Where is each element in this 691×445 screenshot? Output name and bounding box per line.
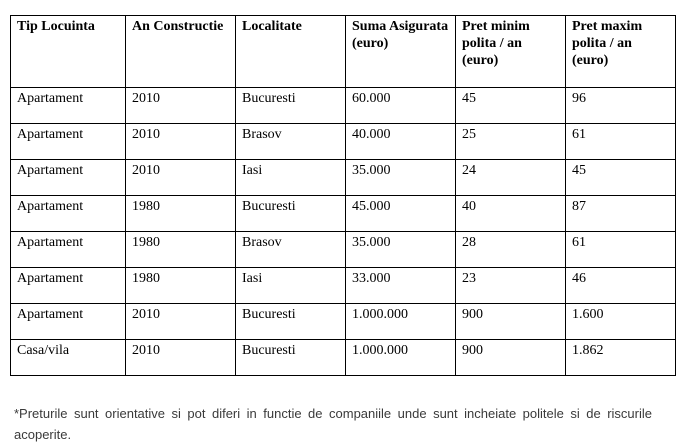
- table-cell: 45: [455, 87, 566, 124]
- header-cell-localitate: Localitate: [235, 15, 346, 88]
- table-cell: 2010: [125, 303, 236, 340]
- table-cell: 900: [455, 303, 566, 340]
- table-cell: Iasi: [235, 267, 346, 304]
- table-cell: 2010: [125, 339, 236, 376]
- table-header-row: Tip Locuinta An Constructie Localitate S…: [10, 15, 676, 88]
- table-cell: 23: [455, 267, 566, 304]
- table-cell: 1.000.000: [345, 303, 456, 340]
- table-cell: 2010: [125, 123, 236, 160]
- insurance-price-table: Tip Locuinta An Constructie Localitate S…: [10, 15, 676, 376]
- table-cell: Brasov: [235, 123, 346, 160]
- table-cell: 87: [565, 195, 676, 232]
- table-cell: 1.600: [565, 303, 676, 340]
- table-cell: 2010: [125, 87, 236, 124]
- table-cell: 96: [565, 87, 676, 124]
- table-cell: 40.000: [345, 123, 456, 160]
- table-cell: 28: [455, 231, 566, 268]
- table-cell: Apartament: [10, 267, 126, 304]
- table-cell: 25: [455, 123, 566, 160]
- table-row: Apartament 1980 Bucuresti 45.000 40 87: [10, 195, 676, 232]
- table-cell: 2010: [125, 159, 236, 196]
- table-row: Apartament 2010 Brasov 40.000 25 61: [10, 123, 676, 160]
- table-cell: Iasi: [235, 159, 346, 196]
- table-cell: Bucuresti: [235, 87, 346, 124]
- table-cell: Apartament: [10, 231, 126, 268]
- table-row: Casa/vila 2010 Bucuresti 1.000.000 900 1…: [10, 339, 676, 376]
- header-cell-tip-locuinta: Tip Locuinta: [10, 15, 126, 88]
- table-cell: 33.000: [345, 267, 456, 304]
- table-cell: Bucuresti: [235, 303, 346, 340]
- table-cell: 900: [455, 339, 566, 376]
- table-cell: 60.000: [345, 87, 456, 124]
- table-cell: Casa/vila: [10, 339, 126, 376]
- header-cell-suma-asigurata: Suma Asigurata (euro): [345, 15, 456, 88]
- table-cell: Apartament: [10, 303, 126, 340]
- table-cell: 35.000: [345, 231, 456, 268]
- price-disclaimer-footnote: *Preturile sunt orientative si pot difer…: [14, 406, 652, 442]
- table-cell: 40: [455, 195, 566, 232]
- table-cell: 45.000: [345, 195, 456, 232]
- table-row: Apartament 2010 Bucuresti 60.000 45 96: [10, 87, 676, 124]
- table-cell: Apartament: [10, 195, 126, 232]
- header-cell-an-constructie: An Constructie: [125, 15, 236, 88]
- table-cell: Brasov: [235, 231, 346, 268]
- table-cell: 1980: [125, 267, 236, 304]
- table-cell: 35.000: [345, 159, 456, 196]
- table-cell: 1.000.000: [345, 339, 456, 376]
- table-cell: 61: [565, 231, 676, 268]
- header-cell-pret-minim: Pret minim polita / an (euro): [455, 15, 566, 88]
- header-cell-pret-maxim: Pret maxim polita / an (euro): [565, 15, 676, 88]
- table-row: Apartament 1980 Iasi 33.000 23 46: [10, 267, 676, 304]
- table-cell: 61: [565, 123, 676, 160]
- table-cell: Apartament: [10, 159, 126, 196]
- table-cell: Bucuresti: [235, 195, 346, 232]
- table-cell: 1.862: [565, 339, 676, 376]
- table-cell: 1980: [125, 231, 236, 268]
- table-row: Apartament 2010 Iasi 35.000 24 45: [10, 159, 676, 196]
- table-cell: Apartament: [10, 87, 126, 124]
- table-cell: 46: [565, 267, 676, 304]
- table-row: Apartament 1980 Brasov 35.000 28 61: [10, 231, 676, 268]
- table-cell: Apartament: [10, 123, 126, 160]
- table-cell: 45: [565, 159, 676, 196]
- table-cell: Bucuresti: [235, 339, 346, 376]
- table-row: Apartament 2010 Bucuresti 1.000.000 900 …: [10, 303, 676, 340]
- table-cell: 1980: [125, 195, 236, 232]
- table-cell: 24: [455, 159, 566, 196]
